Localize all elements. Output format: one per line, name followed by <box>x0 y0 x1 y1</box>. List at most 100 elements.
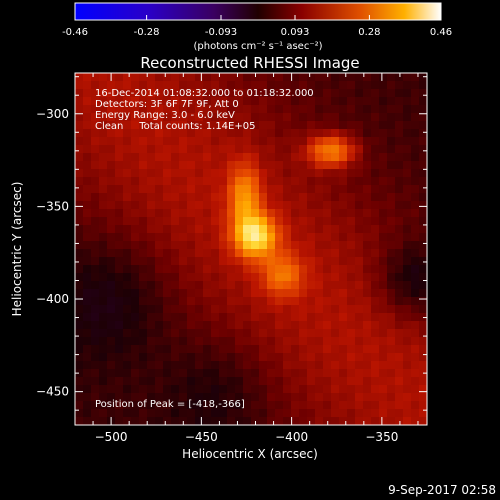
heatmap-cell <box>139 353 148 362</box>
heatmap-cell <box>91 73 100 82</box>
heatmap-cell <box>227 209 236 218</box>
heatmap-cell <box>419 145 428 154</box>
heatmap-cell <box>291 289 300 298</box>
heatmap-cell <box>371 369 380 378</box>
heatmap-cell <box>323 353 332 362</box>
heatmap-cell <box>355 129 364 138</box>
heatmap-cell <box>419 129 428 138</box>
heatmap-cell <box>291 129 300 138</box>
heatmap-cell <box>251 185 260 194</box>
heatmap-cell <box>227 137 236 146</box>
heatmap-cell <box>91 321 100 330</box>
heatmap-cell <box>219 169 228 178</box>
heatmap-cell <box>419 385 428 394</box>
heatmap-image <box>75 73 428 426</box>
heatmap-cell <box>371 193 380 202</box>
heatmap-cell <box>227 185 236 194</box>
heatmap-cell <box>211 97 220 106</box>
heatmap-cell <box>123 385 132 394</box>
heatmap-cell <box>387 401 396 410</box>
heatmap-cell <box>139 177 148 186</box>
heatmap-cell <box>131 105 140 114</box>
heatmap-cell <box>171 121 180 130</box>
heatmap-cell <box>259 409 268 418</box>
heatmap-cell <box>75 89 84 98</box>
heatmap-cell <box>315 185 324 194</box>
heatmap-cell <box>155 201 164 210</box>
heatmap-cell <box>83 273 92 282</box>
heatmap-cell <box>275 233 284 242</box>
heatmap-cell <box>139 345 148 354</box>
heatmap-cell <box>123 73 132 82</box>
heatmap-cell <box>163 217 172 226</box>
heatmap-cell <box>267 361 276 370</box>
heatmap-cell <box>283 249 292 258</box>
heatmap-cell <box>131 361 140 370</box>
heatmap-cell <box>419 265 428 274</box>
heatmap-cell <box>379 137 388 146</box>
heatmap-cell <box>267 89 276 98</box>
heatmap-cell <box>395 97 404 106</box>
heatmap-cell <box>395 353 404 362</box>
heatmap-cell <box>299 145 308 154</box>
heatmap-cell <box>363 313 372 322</box>
heatmap-cell <box>299 249 308 258</box>
heatmap-cell <box>283 113 292 122</box>
heatmap-cell <box>299 209 308 218</box>
heatmap-cell <box>115 273 124 282</box>
heatmap-cell <box>171 185 180 194</box>
heatmap-cell <box>299 257 308 266</box>
heatmap-cell <box>91 233 100 242</box>
heatmap-cell <box>91 289 100 298</box>
heatmap-cell <box>275 217 284 226</box>
heatmap-cell <box>123 249 132 258</box>
heatmap-cell <box>219 145 228 154</box>
heatmap-cell <box>387 297 396 306</box>
heatmap-cell <box>371 217 380 226</box>
heatmap-cell <box>227 177 236 186</box>
heatmap-cell <box>323 361 332 370</box>
heatmap-cell <box>267 217 276 226</box>
heatmap-cell <box>187 241 196 250</box>
heatmap-cell <box>259 97 268 106</box>
heatmap-cell <box>371 129 380 138</box>
y-axis-label: Heliocentric Y (arcsec) <box>10 182 24 317</box>
heatmap-cell <box>291 385 300 394</box>
heatmap-cell <box>387 337 396 346</box>
heatmap-cell <box>187 353 196 362</box>
heatmap-cell <box>267 369 276 378</box>
heatmap-cell <box>219 89 228 98</box>
heatmap-cell <box>323 273 332 282</box>
heatmap-cell <box>355 385 364 394</box>
heatmap-cell <box>115 265 124 274</box>
heatmap-cell <box>219 153 228 162</box>
heatmap-cell <box>283 233 292 242</box>
heatmap-cell <box>203 209 212 218</box>
heatmap-cell <box>387 193 396 202</box>
heatmap-cell <box>243 305 252 314</box>
heatmap-cell <box>211 369 220 378</box>
heatmap-cell <box>307 329 316 338</box>
heatmap-cell <box>91 297 100 306</box>
heatmap-cell <box>307 233 316 242</box>
heatmap-cell <box>251 249 260 258</box>
heatmap-cell <box>315 105 324 114</box>
heatmap-cell <box>315 161 324 170</box>
heatmap-cell <box>171 289 180 298</box>
heatmap-cell <box>331 169 340 178</box>
heatmap-cell <box>355 233 364 242</box>
heatmap-cell <box>235 265 244 274</box>
heatmap-cell <box>395 369 404 378</box>
heatmap-cell <box>395 321 404 330</box>
heatmap-cell <box>219 273 228 282</box>
x-tick-label: −450 <box>185 430 218 444</box>
heatmap-cell <box>315 377 324 386</box>
heatmap-cell <box>83 321 92 330</box>
heatmap-cell <box>123 289 132 298</box>
heatmap-cell <box>123 241 132 250</box>
heatmap-cell <box>195 81 204 90</box>
heatmap-cell <box>211 393 220 402</box>
heatmap-cell <box>99 105 108 114</box>
heatmap-cell <box>171 105 180 114</box>
heatmap-cell <box>387 201 396 210</box>
